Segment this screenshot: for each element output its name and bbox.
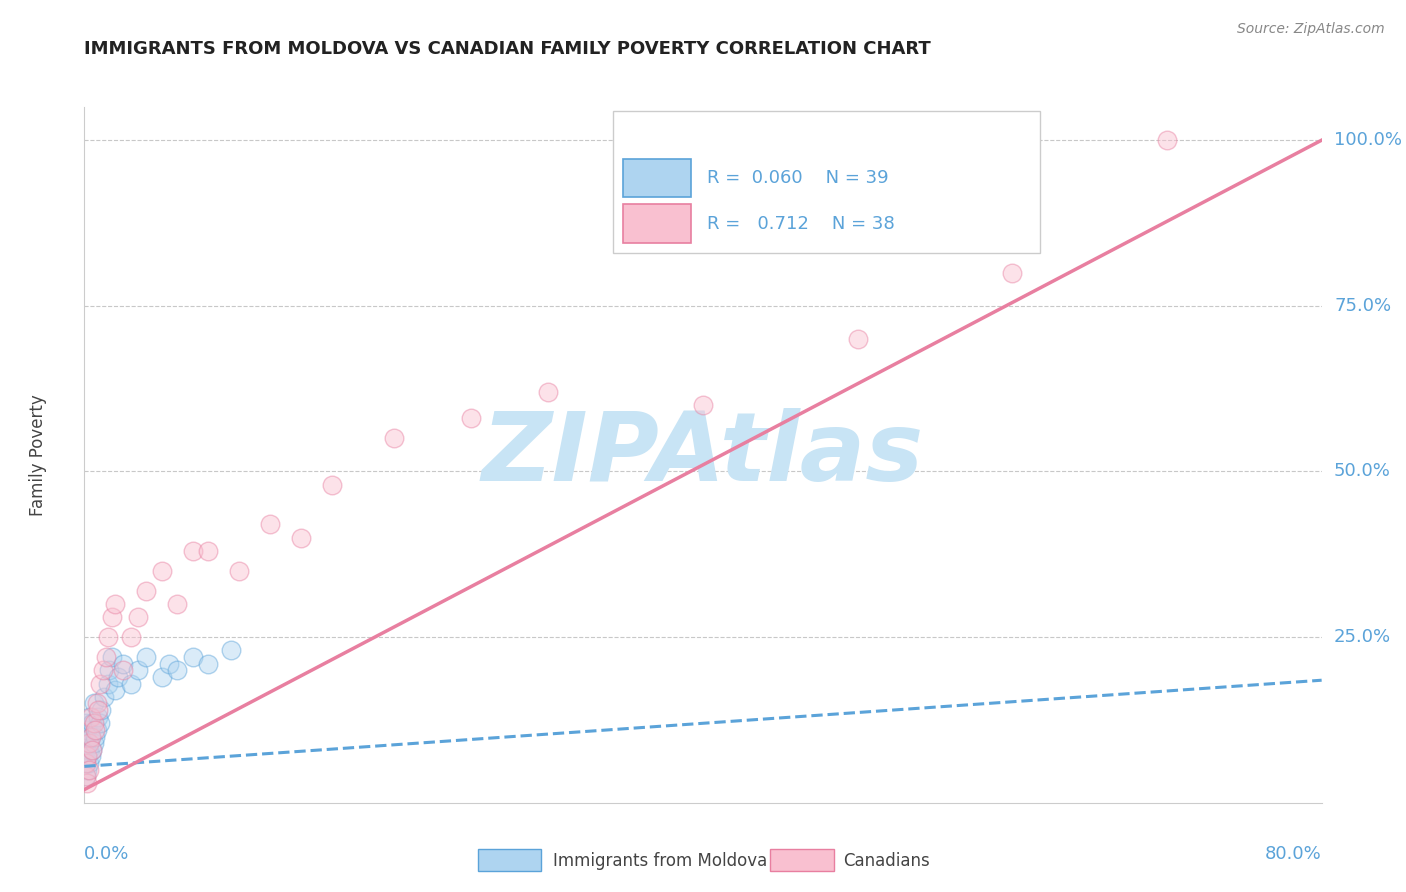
Point	[197, 657, 219, 671]
Point	[321, 477, 343, 491]
Point	[86, 697, 108, 711]
Point	[79, 730, 101, 744]
Point	[76, 736, 98, 750]
Point	[96, 630, 118, 644]
Point	[120, 630, 142, 644]
Point	[382, 431, 405, 445]
Point	[166, 597, 188, 611]
Point	[82, 743, 104, 757]
Text: 100.0%: 100.0%	[1334, 131, 1402, 149]
Point	[112, 657, 135, 671]
Point	[135, 583, 157, 598]
Text: IMMIGRANTS FROM MOLDOVA VS CANADIAN FAMILY POVERTY CORRELATION CHART: IMMIGRANTS FROM MOLDOVA VS CANADIAN FAMI…	[84, 40, 931, 58]
FancyBboxPatch shape	[623, 204, 690, 243]
Point	[75, 756, 97, 770]
Point	[83, 697, 105, 711]
Point	[101, 610, 124, 624]
Point	[76, 749, 98, 764]
Point	[75, 769, 97, 783]
Point	[75, 756, 97, 770]
Point	[87, 703, 110, 717]
Text: Family Poverty: Family Poverty	[30, 394, 48, 516]
Text: R =  0.060    N = 39: R = 0.060 N = 39	[707, 169, 889, 187]
Point	[1156, 133, 1178, 147]
Point	[96, 676, 118, 690]
Text: 75.0%: 75.0%	[1334, 297, 1391, 315]
Point	[77, 743, 100, 757]
Point	[77, 709, 100, 723]
FancyBboxPatch shape	[613, 111, 1039, 253]
Point	[98, 663, 121, 677]
Point	[135, 650, 157, 665]
Point	[228, 564, 250, 578]
Text: Immigrants from Moldova: Immigrants from Moldova	[553, 852, 766, 870]
Point	[76, 776, 98, 790]
Point	[159, 657, 180, 671]
Point	[82, 743, 104, 757]
Point	[77, 763, 100, 777]
Point	[75, 769, 97, 783]
Point	[537, 384, 560, 399]
Point	[83, 716, 105, 731]
Point	[127, 610, 149, 624]
Point	[77, 736, 100, 750]
Text: 80.0%: 80.0%	[1265, 845, 1322, 863]
Point	[107, 670, 129, 684]
Point	[290, 531, 312, 545]
Point	[104, 597, 127, 611]
Point	[76, 723, 98, 737]
Point	[76, 749, 98, 764]
Point	[79, 730, 101, 744]
Point	[846, 332, 869, 346]
Text: R =   0.712    N = 38: R = 0.712 N = 38	[707, 215, 894, 233]
Point	[75, 716, 97, 731]
Point	[150, 670, 173, 684]
Point	[127, 663, 149, 677]
Text: Source: ZipAtlas.com: Source: ZipAtlas.com	[1237, 22, 1385, 37]
Point	[219, 643, 242, 657]
Point	[91, 663, 114, 677]
Point	[79, 709, 101, 723]
Point	[76, 763, 98, 777]
Point	[460, 411, 482, 425]
Point	[75, 730, 97, 744]
Point	[101, 650, 124, 665]
Point	[90, 703, 112, 717]
Text: Canadians: Canadians	[844, 852, 931, 870]
Point	[86, 723, 108, 737]
Point	[89, 676, 111, 690]
Text: ZIPAtlas: ZIPAtlas	[482, 409, 924, 501]
Point	[259, 517, 281, 532]
Point	[94, 650, 117, 665]
Point	[89, 716, 111, 731]
Point	[82, 716, 104, 731]
Point	[197, 544, 219, 558]
Point	[1001, 266, 1024, 280]
Point	[112, 663, 135, 677]
Point	[87, 709, 110, 723]
Text: 25.0%: 25.0%	[1334, 628, 1391, 646]
Point	[181, 544, 204, 558]
Point	[104, 683, 127, 698]
Point	[84, 730, 107, 744]
FancyBboxPatch shape	[623, 159, 690, 197]
Text: 50.0%: 50.0%	[1334, 462, 1391, 481]
Text: 0.0%: 0.0%	[84, 845, 129, 863]
Point	[84, 723, 107, 737]
Point	[120, 676, 142, 690]
Point	[692, 398, 714, 412]
Point	[75, 743, 97, 757]
Point	[181, 650, 204, 665]
Point	[77, 756, 100, 770]
Point	[166, 663, 188, 677]
Point	[79, 749, 101, 764]
Point	[150, 564, 173, 578]
Point	[93, 690, 115, 704]
Point	[83, 736, 105, 750]
